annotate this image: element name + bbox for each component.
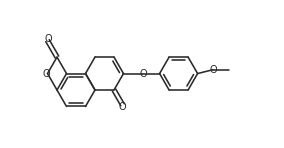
- Text: O: O: [210, 65, 218, 75]
- Text: O: O: [140, 69, 147, 79]
- Text: O: O: [43, 69, 50, 79]
- Text: O: O: [45, 34, 52, 44]
- Text: O: O: [119, 102, 126, 112]
